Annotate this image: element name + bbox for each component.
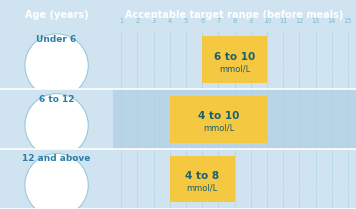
Text: 6 to 12: 6 to 12 bbox=[39, 94, 74, 103]
Bar bbox=[170, 156, 235, 203]
Text: 6 to 10: 6 to 10 bbox=[214, 52, 255, 62]
Bar bbox=[202, 36, 267, 83]
Text: 12 and above: 12 and above bbox=[22, 154, 91, 163]
Text: Acceptable target range (before meals): Acceptable target range (before meals) bbox=[125, 10, 344, 20]
Text: Age (years): Age (years) bbox=[25, 10, 88, 20]
Ellipse shape bbox=[25, 153, 88, 209]
Text: mmol/L: mmol/L bbox=[187, 184, 218, 192]
Ellipse shape bbox=[25, 94, 88, 157]
Text: Under 6: Under 6 bbox=[36, 35, 77, 44]
Text: mmol/L: mmol/L bbox=[203, 124, 234, 133]
Ellipse shape bbox=[25, 34, 88, 97]
Text: 4 to 10: 4 to 10 bbox=[198, 111, 239, 121]
Text: mmol/L: mmol/L bbox=[219, 64, 250, 73]
Text: 4 to 8: 4 to 8 bbox=[185, 171, 219, 181]
Bar bbox=[170, 96, 267, 143]
